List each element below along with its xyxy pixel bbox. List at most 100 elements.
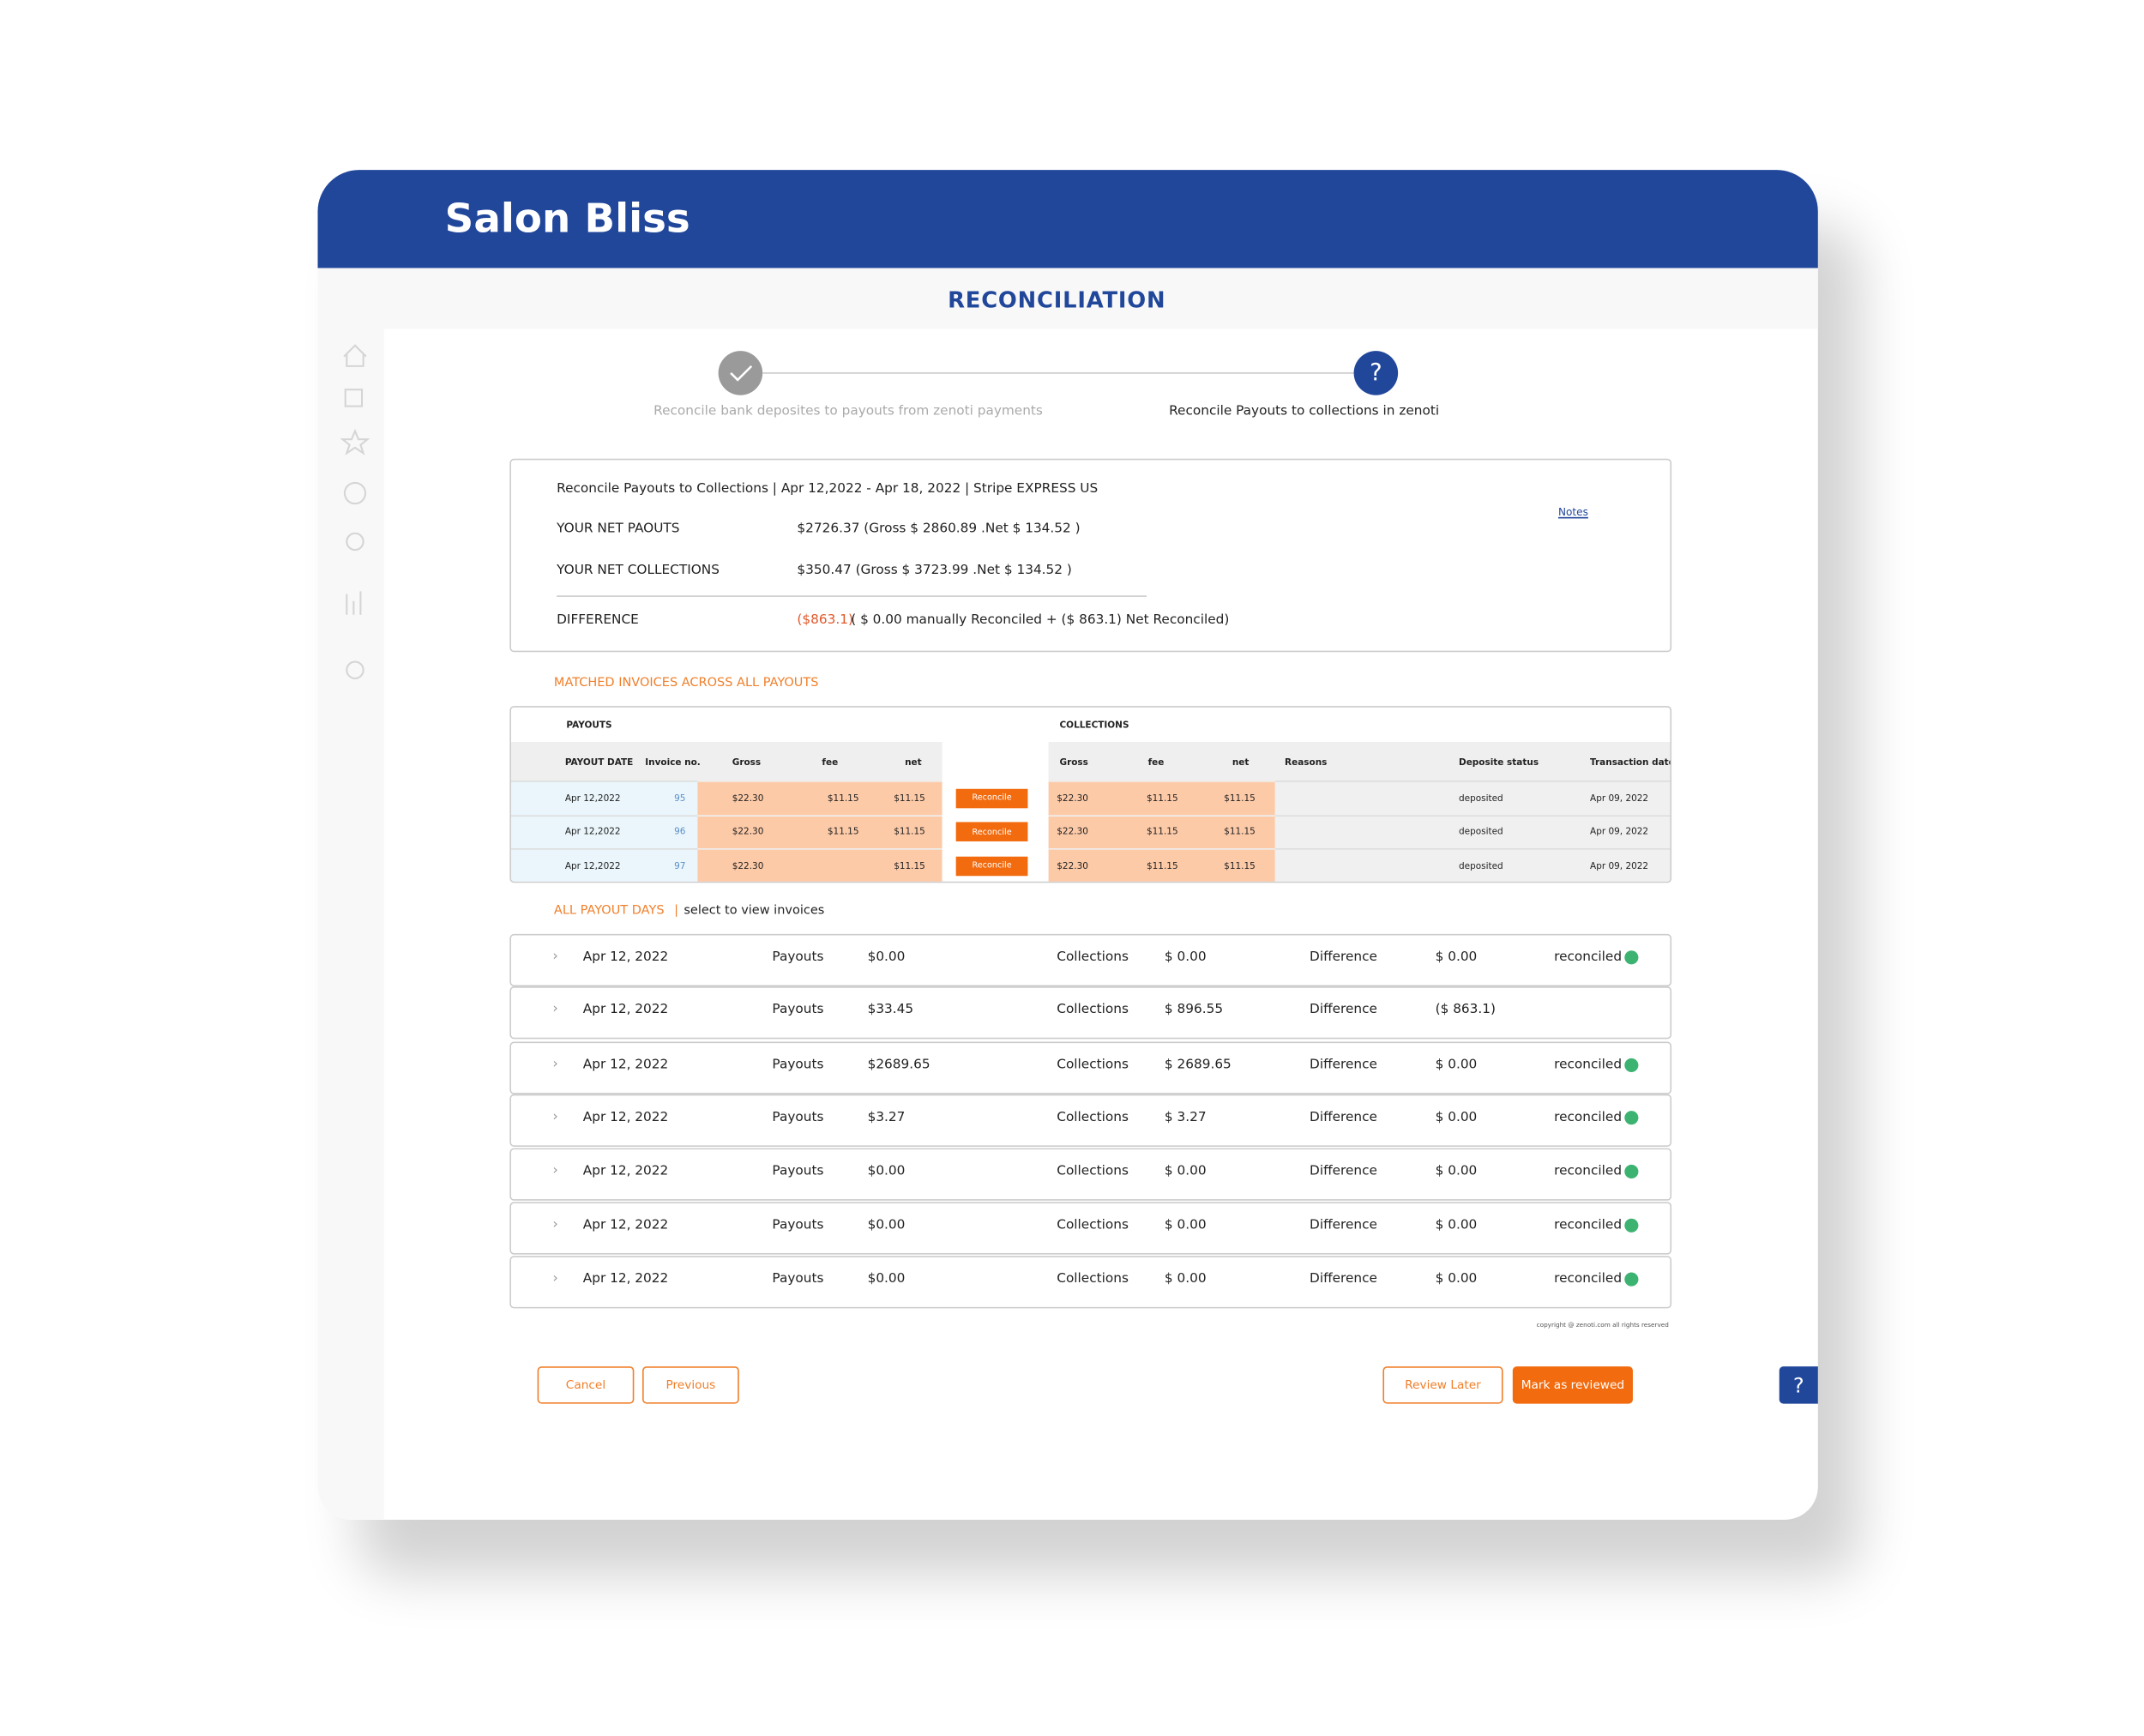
payouts-label: Payouts — [772, 1002, 824, 1017]
title-band — [317, 268, 1818, 329]
reconcile-button[interactable]: Reconcile — [955, 855, 1028, 876]
payout-day-row[interactable] — [509, 933, 1672, 987]
step-done — [718, 351, 763, 395]
column-header: Gross — [1059, 756, 1088, 769]
difference-value: $ 0.00 — [1435, 949, 1478, 965]
column-header: Reasons — [1285, 756, 1328, 769]
difference-highlight: ($863.1) — [797, 612, 853, 628]
summary-box — [509, 458, 1672, 653]
table-cell: deposited — [1459, 859, 1503, 871]
status: reconciled — [1554, 1217, 1623, 1233]
table-cell: $22.30 — [732, 792, 764, 804]
day-date: Apr 12, 2022 — [582, 1271, 669, 1287]
table-cell: $22.30 — [1057, 859, 1088, 871]
column-header: Transaction date — [1590, 756, 1672, 769]
rest-cell-bg — [1274, 848, 1671, 882]
divider — [557, 595, 1147, 597]
help-button[interactable]: ? — [1779, 1366, 1818, 1404]
reconcile-button[interactable]: Reconcile — [955, 822, 1028, 841]
status-check — [1624, 1218, 1639, 1233]
collections-value: $ 0.00 — [1164, 1217, 1207, 1233]
column-header: fee — [822, 756, 839, 769]
difference-value: $ 0.00 — [1435, 1163, 1478, 1179]
payouts-value: $0.00 — [867, 1217, 906, 1233]
payouts-label: Payouts — [772, 1163, 824, 1179]
icon-box[interactable] — [344, 389, 364, 407]
column-header: net — [905, 756, 922, 769]
chevron: › — [552, 949, 558, 965]
table-cell: $11.15 — [1146, 859, 1178, 871]
difference-label: Difference — [1310, 1057, 1377, 1073]
difference-value: $ 0.00 — [1435, 1057, 1478, 1073]
payouts-label: Payouts — [772, 949, 824, 965]
column-header: net — [1232, 756, 1250, 769]
notes-link[interactable]: Notes — [1557, 505, 1588, 519]
payout-day-row[interactable] — [509, 1148, 1672, 1201]
section-subtitle: select to view invoices — [684, 904, 825, 919]
status-check — [1624, 1164, 1639, 1179]
summary-label: YOUR NET PAOUTS — [557, 521, 680, 537]
table-cell: 97 — [674, 859, 686, 871]
payout-day-row[interactable] — [509, 986, 1672, 1040]
table-cell: $11.15 — [894, 792, 925, 804]
stepper — [718, 351, 1399, 395]
collections-value: $ 0.00 — [1164, 1271, 1207, 1287]
step-current — [1353, 351, 1399, 395]
payout-day-row[interactable] — [509, 1256, 1672, 1309]
icon-star[interactable] — [340, 428, 370, 455]
payouts-value: $0.00 — [867, 1271, 906, 1287]
payouts-label: Payouts — [772, 1057, 824, 1073]
difference-label: Difference — [1310, 1002, 1377, 1017]
table-cell: $11.15 — [1224, 859, 1256, 871]
rest-cell-bg — [1274, 781, 1671, 816]
previous-button[interactable]: Previous — [642, 1366, 739, 1404]
icon-settings[interactable] — [346, 660, 364, 679]
review-later-button[interactable]: Review Later — [1382, 1366, 1503, 1404]
table-cell: $22.30 — [1057, 792, 1088, 804]
collections-label: Collections — [1057, 949, 1129, 965]
chevron: › — [552, 1270, 558, 1287]
icon-chart[interactable] — [343, 481, 367, 505]
cancel-button[interactable]: Cancel — [537, 1366, 635, 1404]
payout-day-row[interactable] — [509, 1041, 1672, 1094]
payouts-value: $0.00 — [867, 1163, 906, 1179]
icon-home[interactable] — [343, 344, 367, 367]
rest-cell-bg — [1274, 815, 1671, 849]
difference-label: Difference — [1310, 949, 1377, 965]
payout-day-row[interactable] — [509, 1202, 1672, 1255]
chevron: › — [552, 1057, 558, 1072]
status-check — [1624, 1111, 1639, 1125]
difference-label: Difference — [1310, 1109, 1377, 1125]
payout-day-row[interactable] — [509, 1094, 1672, 1147]
day-date: Apr 12, 2022 — [582, 1217, 669, 1233]
header-bar — [317, 170, 1818, 268]
icon-bulb[interactable] — [346, 532, 364, 552]
summary-value: $2726.37 (Gross $ 2860.89 .Net $ 134.52 … — [797, 521, 1081, 537]
status: reconciled — [1554, 1271, 1623, 1287]
collections-label: Collections — [1057, 1109, 1129, 1125]
column-header: PAYOUT DATE — [564, 756, 634, 769]
group-label: COLLECTIONS — [1059, 719, 1129, 731]
table-cell: $11.15 — [827, 792, 859, 804]
amount-cell-bg — [697, 815, 943, 849]
table-cell: $22.30 — [1057, 825, 1088, 837]
icon-bars[interactable] — [346, 591, 362, 615]
collections-label: Collections — [1057, 1271, 1129, 1287]
difference-value: $ 0.00 — [1435, 1109, 1478, 1125]
difference-label: Difference — [1310, 1217, 1377, 1233]
payouts-value: $3.27 — [867, 1109, 906, 1125]
reconcile-button[interactable]: Reconcile — [955, 787, 1028, 808]
copyright: copyright @ zenoti.com all rights reserv… — [1536, 1323, 1669, 1330]
table-cell: deposited — [1459, 825, 1503, 837]
mark-reviewed-button[interactable]: Mark as reviewed — [1512, 1366, 1633, 1404]
amount-cell-bg — [697, 848, 943, 882]
table-cell: 96 — [674, 825, 686, 837]
column-header: Invoice no. — [645, 756, 701, 769]
difference-value: ($ 863.1) — [1435, 1002, 1496, 1017]
difference-value: $ 0.00 — [1435, 1271, 1478, 1287]
step-icon: ? — [1370, 359, 1382, 388]
table-cell: Apr 12,2022 — [564, 792, 621, 804]
amount-cell-bg — [1048, 848, 1275, 882]
